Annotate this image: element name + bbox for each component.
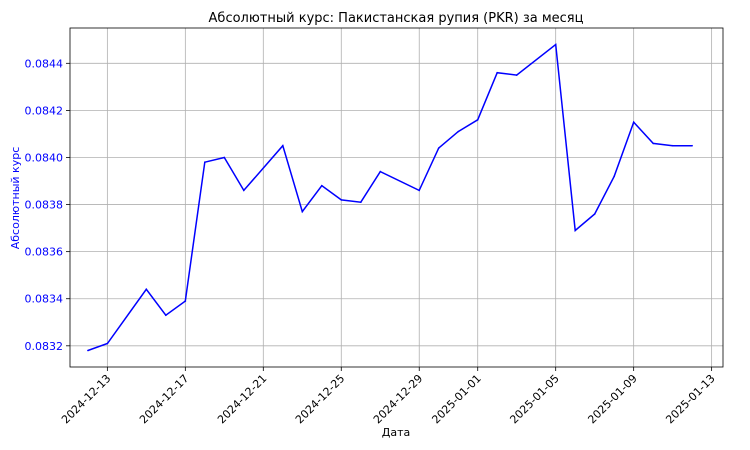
y-tick-label: 0.0844 (25, 57, 64, 70)
y-tick-label: 0.0836 (25, 246, 64, 259)
x-tick-label: 2024-12-17 (137, 372, 191, 426)
x-tick-label: 2025-01-05 (507, 372, 561, 426)
data-point (496, 71, 499, 74)
data-point (613, 175, 615, 178)
data-point (184, 300, 187, 302)
data-point (301, 210, 304, 213)
x-axis-label: Дата (382, 426, 410, 439)
data-point (223, 156, 226, 159)
y-tick-label: 0.0832 (25, 340, 64, 353)
x-tick-label: 2025-01-01 (429, 372, 483, 426)
y-tick-label: 0.0838 (25, 199, 64, 212)
data-point (476, 119, 479, 121)
data-point (340, 199, 343, 201)
chart-title: Абсолютный курс: Пакистанская рупия (PKR… (209, 11, 584, 26)
data-point (106, 342, 109, 345)
series-layer (87, 43, 693, 352)
data-point (671, 144, 674, 147)
data-point (554, 43, 557, 46)
data-point (243, 189, 245, 192)
x-tick-label: 2025-01-13 (663, 372, 717, 426)
data-point (574, 229, 576, 232)
y-axis-ticks: 0.0832 0.0834 0.0836 0.0838 0.0840 0.0842 0.08… (25, 57, 70, 353)
data-point (652, 142, 654, 145)
data-point (515, 74, 518, 76)
data-point (691, 144, 693, 147)
x-tick-label: 2024-12-25 (293, 372, 347, 426)
series-line (87, 43, 693, 352)
data-point (632, 121, 635, 123)
data-point (379, 170, 382, 173)
data-point (204, 161, 206, 163)
x-axis-ticks: 2024-12-13 2024-12-17 2024-12-21 2024-12-25… (59, 367, 718, 426)
data-point (418, 189, 421, 192)
data-point (457, 130, 460, 133)
x-tick-label: 2025-01-09 (585, 372, 639, 426)
data-point (87, 349, 89, 352)
data-point (282, 144, 284, 147)
data-point (145, 288, 148, 291)
x-tick-label: 2024-12-13 (59, 372, 113, 426)
y-axis-label: Абсолютный курс (9, 147, 22, 250)
y-tick-label: 0.0834 (25, 293, 64, 306)
x-tick-label: 2024-12-29 (371, 372, 425, 426)
data-point (593, 213, 596, 215)
y-tick-label: 0.0840 (25, 151, 64, 164)
axes-frame (69, 27, 724, 368)
data-point (165, 314, 167, 317)
y-tick-label: 0.0842 (25, 104, 64, 117)
data-point (321, 184, 323, 187)
x-tick-label: 2024-12-21 (215, 372, 269, 426)
data-point (360, 201, 362, 203)
data-point (437, 147, 440, 149)
grid (70, 28, 723, 367)
